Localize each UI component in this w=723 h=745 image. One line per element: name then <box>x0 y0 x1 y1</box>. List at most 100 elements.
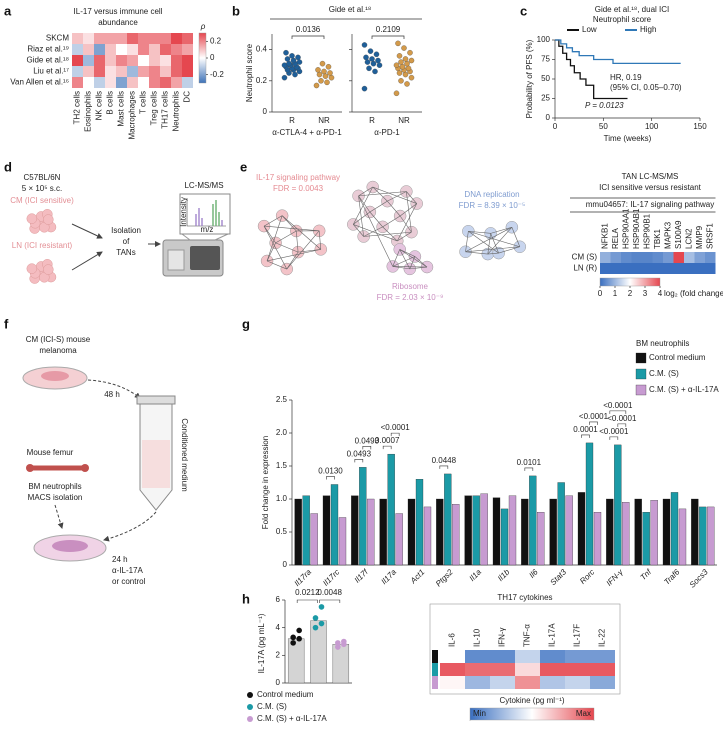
heatmap-cell <box>642 252 653 263</box>
heatmap-cell <box>673 263 684 274</box>
heatmap-cell <box>610 263 621 274</box>
legend-title: Neutrophil score <box>593 15 652 24</box>
x-tick-label: IFN-γ <box>605 567 626 588</box>
colorbar <box>599 277 661 287</box>
column-label: RELA <box>611 227 620 249</box>
colorbar-label: Cytokine (pg ml⁻¹) <box>499 696 564 705</box>
p-bracket <box>354 459 364 463</box>
heatmap-cell <box>171 33 182 44</box>
p-bracket <box>581 434 590 438</box>
heatmap-cell <box>94 55 105 66</box>
column-label: SRSF1 <box>705 223 714 249</box>
ms-instrument <box>167 249 185 271</box>
row-label: Van Allen et al.¹⁶ <box>10 78 69 87</box>
x-tick-label: Socs3 <box>688 567 710 589</box>
heatmap-cell <box>171 66 182 77</box>
network-edge <box>392 266 410 270</box>
data-point <box>376 62 383 68</box>
x-tick-label: Il17ra <box>293 567 314 588</box>
bar <box>634 498 642 566</box>
x-tick-label: NR <box>398 116 410 125</box>
colorbar-tick-label: 4 <box>658 289 663 298</box>
column-label: IL-6 <box>448 633 457 647</box>
panel-label: h <box>242 591 250 606</box>
heatmap-title: ICI sensitive versus resistant <box>599 183 702 192</box>
network-edge <box>275 242 299 253</box>
network-edge <box>465 231 469 252</box>
y-tick-label: 0.4 <box>256 45 268 54</box>
x-axis-label: α-PD-1 <box>374 128 400 137</box>
p-bracket <box>609 410 627 414</box>
bar <box>387 453 395 566</box>
network-edge <box>382 226 398 242</box>
data-point <box>373 51 380 58</box>
data-point <box>313 82 320 89</box>
colorbar-tick-label: 0 <box>598 289 603 298</box>
x-tick-label: Rorc <box>578 568 596 586</box>
network-edge <box>392 249 401 267</box>
row-label: Gide et al.¹⁸ <box>26 56 69 65</box>
bar <box>521 498 529 566</box>
bar <box>480 493 488 566</box>
heatmap-cell <box>116 44 127 55</box>
x-tick-label: Traf6 <box>662 567 682 587</box>
heatmap-cell <box>590 676 615 689</box>
network-edge <box>490 226 512 234</box>
x-tick-label: Act1 <box>408 568 426 586</box>
p-bracket <box>617 423 627 427</box>
x-tick-label: Il1a <box>468 567 484 583</box>
heatmap-cell <box>490 663 515 676</box>
heatmap-cell <box>465 663 490 676</box>
p-value-label: 0.0212 <box>295 588 320 597</box>
tube-cap <box>136 395 176 405</box>
column-label: TH17 cells <box>161 91 170 129</box>
row-swatch <box>432 663 438 676</box>
bar <box>407 498 416 566</box>
bar <box>330 484 339 566</box>
network-edge <box>266 242 276 262</box>
heatmap-cell <box>440 663 465 676</box>
data-point <box>367 48 374 54</box>
heatmap-cell <box>621 252 632 263</box>
column-label: IL-10 <box>473 628 482 647</box>
p-bracket <box>390 432 400 437</box>
legend-label: Control medium <box>649 353 706 362</box>
data-point <box>402 71 409 78</box>
data-point <box>312 624 319 631</box>
colorbar-tick-label: 1 <box>613 289 618 298</box>
network-edge <box>372 186 388 202</box>
heatmap-cell <box>83 66 94 77</box>
zoom-line <box>181 233 191 241</box>
data-point <box>335 640 341 646</box>
data-point <box>290 634 296 641</box>
column-label: T cells <box>139 91 148 114</box>
heatmap-cell <box>83 77 94 88</box>
annotation: P = 0.0123 <box>585 101 624 110</box>
row-swatch <box>432 676 438 689</box>
data-point <box>321 68 327 75</box>
data-point <box>404 60 410 67</box>
heatmap-cell <box>72 33 83 44</box>
p-value-label: 0.0493 <box>347 449 372 458</box>
heatmap-cell <box>94 66 105 77</box>
network-edge <box>406 191 412 233</box>
heatmap-cell <box>705 252 716 263</box>
legend-title: BM neutrophils <box>636 339 689 348</box>
network-edge <box>358 195 371 213</box>
network-edge <box>487 233 491 255</box>
heatmap-cell <box>83 55 94 66</box>
colorbar-tick-label: Max <box>576 709 591 718</box>
bar <box>500 508 509 566</box>
heatmap-cell <box>515 650 540 663</box>
network-edge <box>369 211 383 228</box>
p-value-label: 0.0001 <box>573 425 598 434</box>
y-tick-label: 2.0 <box>276 428 288 437</box>
data-point <box>312 615 319 621</box>
heatmap-cell <box>182 55 193 66</box>
network-edge <box>266 215 283 262</box>
heatmap-cell <box>116 66 127 77</box>
legend-label: C.M. (S) <box>649 369 679 378</box>
heatmap-cell <box>138 77 149 88</box>
network-edge <box>363 231 412 237</box>
data-point <box>398 59 404 65</box>
